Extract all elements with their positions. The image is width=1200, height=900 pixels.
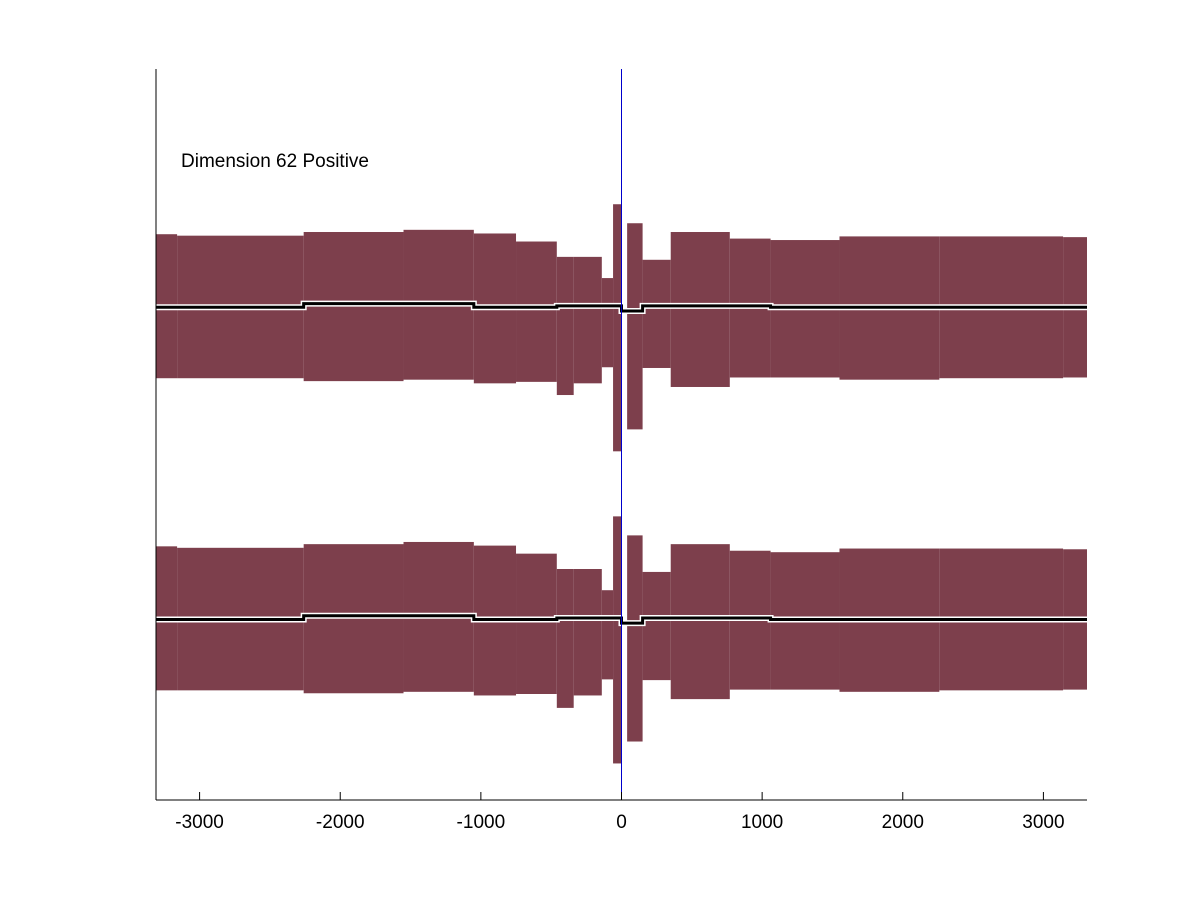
band-step-1-11 (642, 571, 671, 681)
x-tick-label-4: 1000 (741, 812, 783, 833)
x-tick-label-2: -1000 (457, 812, 506, 833)
x-tick-label-5: 2000 (882, 812, 924, 833)
x-tick-label-6: 3000 (1022, 812, 1064, 833)
chart-title: Dimension 62 Positive (181, 151, 369, 172)
band-step-1-5 (516, 553, 557, 694)
mean-line-1 (156, 614, 1087, 625)
band-step-1-7 (573, 569, 602, 696)
axes: -3000 -2000 -1000 0 1000 2000 3000 (155, 69, 1087, 833)
x-tick-label-0: -3000 (175, 812, 224, 833)
band-step-0-6 (556, 256, 574, 396)
x-tick-label-3: 0 (616, 812, 627, 833)
band-step-1-8 (601, 590, 614, 680)
band-step-1-12 (670, 544, 730, 700)
band-step-0-7 (573, 256, 602, 384)
band-step-1-9 (613, 516, 622, 764)
band-step-0-8 (601, 278, 614, 368)
band-step-1-10 (627, 535, 643, 742)
band-step-0-10 (627, 223, 643, 430)
band-step-0-11 (642, 259, 671, 368)
band-step-0-5 (516, 241, 557, 382)
band-step-0-12 (670, 232, 730, 387)
mean-line-0 (156, 302, 1087, 313)
x-tick-label-1: -2000 (316, 812, 365, 833)
plot-area (156, 69, 1087, 800)
band-step-0-9 (613, 204, 622, 452)
band-step-1-6 (556, 569, 574, 708)
